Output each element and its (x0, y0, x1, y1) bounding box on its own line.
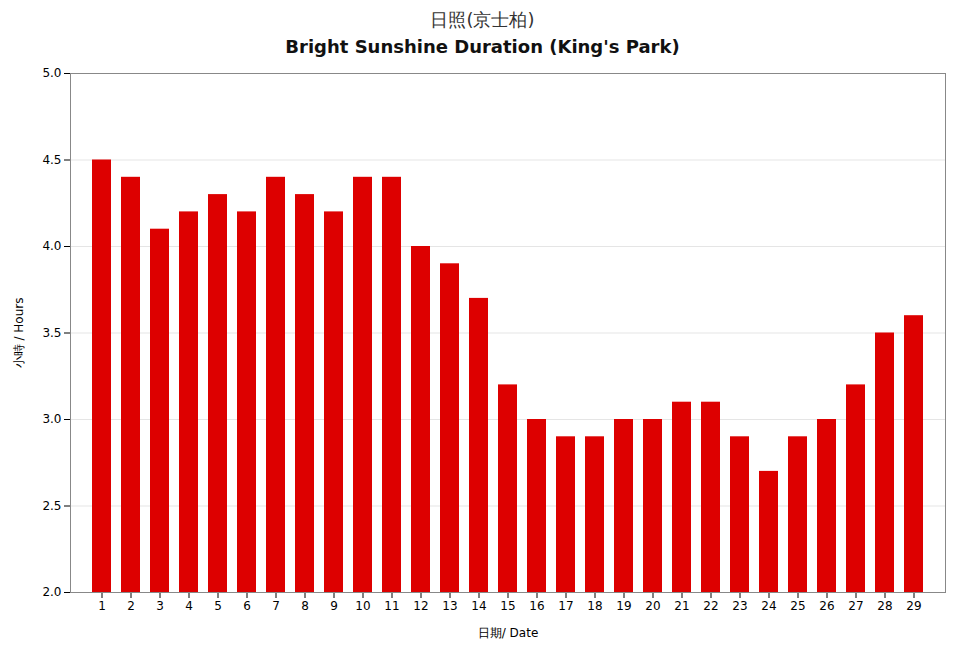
svg-text:8: 8 (301, 599, 309, 613)
svg-text:19: 19 (616, 599, 631, 613)
svg-text:日期/ Date: 日期/ Date (478, 626, 539, 640)
svg-text:25: 25 (790, 599, 805, 613)
svg-text:小時 / Hours: 小時 / Hours (12, 298, 26, 369)
svg-text:14: 14 (471, 599, 486, 613)
svg-text:28: 28 (877, 599, 892, 613)
html-text:日照(京士柏): 日照(京士柏) (430, 9, 535, 30)
svg-text:4.0: 4.0 (42, 239, 61, 253)
svg-text:26: 26 (819, 599, 834, 613)
svg-text:3.0: 3.0 (42, 412, 61, 426)
svg-text:7: 7 (272, 599, 280, 613)
svg-text:9: 9 (330, 599, 338, 613)
svg-text:2: 2 (127, 599, 135, 613)
svg-text:15: 15 (500, 599, 515, 613)
svg-text:17: 17 (558, 599, 573, 613)
svg-text:5: 5 (214, 599, 222, 613)
svg-text:11: 11 (384, 599, 399, 613)
svg-text:3: 3 (156, 599, 164, 613)
svg-text:20: 20 (645, 599, 660, 613)
svg-text:4.5: 4.5 (42, 153, 61, 167)
svg-text:21: 21 (674, 599, 689, 613)
svg-text:6: 6 (243, 599, 251, 613)
svg-text:10: 10 (355, 599, 370, 613)
svg-text:13: 13 (442, 599, 457, 613)
svg-text:2.0: 2.0 (42, 585, 61, 599)
svg-text:4: 4 (185, 599, 193, 613)
svg-text:27: 27 (848, 599, 863, 613)
html-text:Bright Sunshine Duration (King: Bright Sunshine Duration (King's Park) (285, 36, 680, 57)
svg-text:3.5: 3.5 (42, 326, 61, 340)
svg-text:24: 24 (761, 599, 776, 613)
svg-text:23: 23 (732, 599, 747, 613)
svg-text:12: 12 (413, 599, 428, 613)
svg-text:2.5: 2.5 (42, 499, 61, 513)
svg-text:5.0: 5.0 (42, 66, 61, 80)
svg-text:22: 22 (703, 599, 718, 613)
svg-text:29: 29 (906, 599, 921, 613)
svg-text:16: 16 (529, 599, 544, 613)
svg-text:1: 1 (98, 599, 106, 613)
svg-text:18: 18 (587, 599, 602, 613)
